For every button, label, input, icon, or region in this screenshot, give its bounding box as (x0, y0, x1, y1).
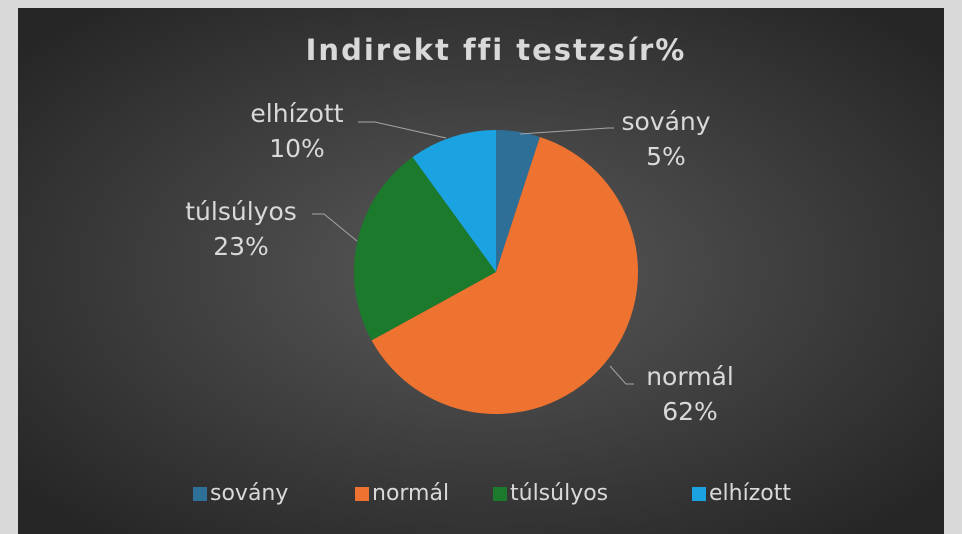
legend-label: elhízott (709, 481, 791, 506)
legend-swatch (493, 487, 507, 501)
chart-title: Indirekt ffi testzsír% (306, 33, 687, 67)
legend-swatch (692, 487, 706, 501)
leader-line (609, 365, 634, 385)
leader-line (358, 121, 447, 139)
legend-swatch (193, 487, 207, 501)
legend-swatch (355, 487, 369, 501)
pie-slice (412, 130, 496, 272)
leader-line (519, 127, 614, 135)
legend-label: túlsúlyos (510, 481, 608, 506)
slice-label: elhízott (250, 99, 343, 128)
leader-line (312, 213, 358, 242)
slice-value-label: 10% (269, 134, 325, 163)
slice-value-label: 62% (662, 397, 718, 426)
slice-value-label: 5% (646, 142, 686, 171)
legend-label: sovány (210, 481, 288, 506)
slice-label: sovány (621, 107, 710, 136)
slice-value-label: 23% (213, 232, 269, 261)
pie-slice (353, 157, 496, 341)
pie-slice (371, 136, 639, 414)
slice-label: normál (646, 362, 734, 391)
slice-label: túlsúlyos (185, 197, 297, 226)
pie-slice (496, 130, 540, 272)
legend-label: normál (372, 481, 449, 506)
